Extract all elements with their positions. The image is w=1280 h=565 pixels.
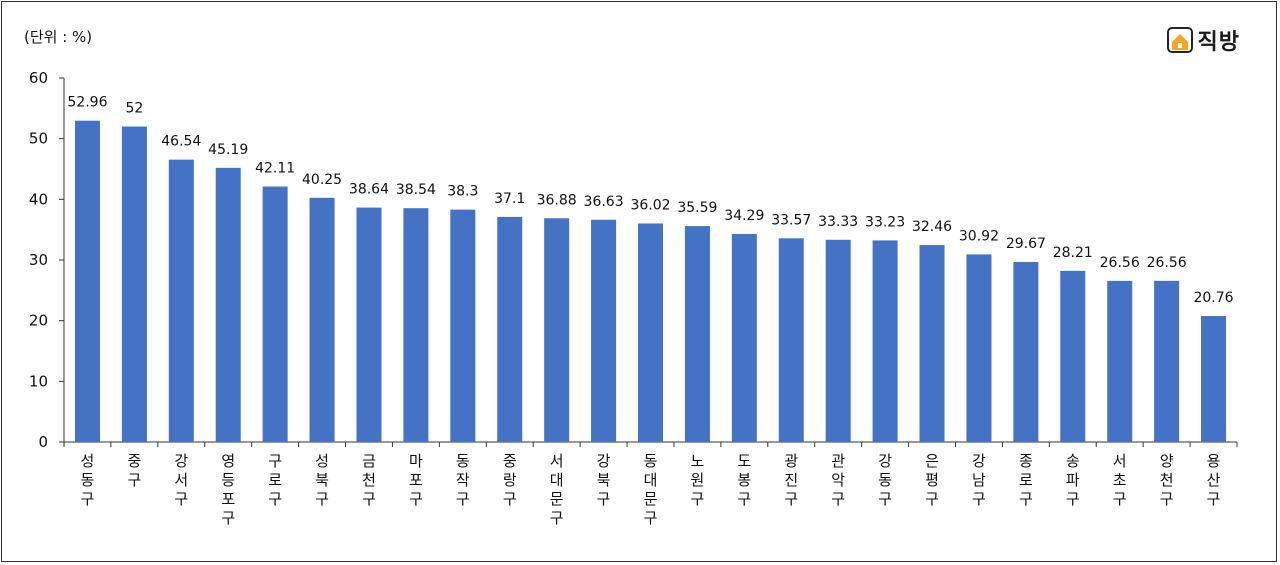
y-tick-label: 30 bbox=[29, 251, 48, 269]
data-label: 20.76 bbox=[1193, 290, 1233, 306]
bar bbox=[591, 219, 617, 442]
data-label: 45.19 bbox=[208, 142, 248, 158]
data-label: 28.21 bbox=[1053, 245, 1093, 261]
bar bbox=[966, 254, 992, 442]
data-label: 35.59 bbox=[677, 200, 717, 216]
bar bbox=[74, 120, 100, 442]
unit-label: (단위 : %) bbox=[24, 28, 93, 46]
bar bbox=[825, 239, 851, 442]
bar bbox=[1154, 280, 1180, 442]
bar bbox=[778, 238, 804, 442]
data-label: 33.23 bbox=[865, 214, 905, 230]
data-label: 38.3 bbox=[447, 184, 478, 200]
data-label: 42.11 bbox=[255, 161, 295, 177]
bar bbox=[121, 126, 147, 443]
data-label: 46.54 bbox=[161, 134, 201, 150]
data-label: 36.88 bbox=[537, 192, 577, 208]
data-label: 26.56 bbox=[1100, 255, 1140, 271]
data-label: 34.29 bbox=[724, 208, 764, 224]
bar bbox=[215, 167, 241, 442]
house-logo-icon bbox=[1166, 27, 1193, 53]
bar bbox=[919, 245, 945, 442]
y-tick-label: 20 bbox=[29, 312, 48, 330]
bar bbox=[638, 223, 663, 442]
bar bbox=[544, 218, 570, 442]
bar bbox=[309, 197, 335, 442]
y-tick-label: 60 bbox=[29, 69, 48, 87]
bar bbox=[1107, 280, 1133, 442]
data-label: 36.63 bbox=[584, 194, 624, 210]
data-label: 36.02 bbox=[630, 197, 670, 213]
y-tick-label: 40 bbox=[29, 190, 48, 208]
data-label: 52.96 bbox=[67, 95, 107, 111]
y-tick-label: 0 bbox=[38, 433, 48, 451]
bar bbox=[1013, 262, 1039, 442]
data-label: 37.1 bbox=[494, 191, 525, 207]
data-label: 30.92 bbox=[959, 228, 999, 244]
bar bbox=[450, 209, 476, 442]
bar bbox=[872, 240, 898, 442]
bar bbox=[1201, 316, 1227, 442]
data-label: 29.67 bbox=[1006, 236, 1046, 252]
data-label: 32.46 bbox=[912, 219, 952, 235]
y-tick-label: 10 bbox=[29, 372, 48, 390]
data-label: 40.25 bbox=[302, 172, 342, 188]
bar bbox=[684, 226, 710, 442]
brand-name: 직방 bbox=[1197, 30, 1240, 55]
y-tick-label: 50 bbox=[29, 130, 48, 148]
bar bbox=[1060, 270, 1086, 442]
bar bbox=[356, 207, 382, 442]
bar bbox=[168, 159, 194, 442]
data-label: 38.64 bbox=[349, 182, 389, 198]
data-label: 38.54 bbox=[396, 182, 436, 198]
brand-logo: 직방 bbox=[1166, 24, 1240, 56]
data-label: 52 bbox=[125, 101, 143, 117]
bar bbox=[262, 186, 288, 442]
bar bbox=[731, 233, 757, 442]
bar bbox=[497, 216, 523, 442]
data-label: 26.56 bbox=[1147, 255, 1187, 271]
bar bbox=[403, 208, 429, 442]
data-label: 33.33 bbox=[818, 214, 858, 230]
data-label: 33.57 bbox=[771, 212, 811, 228]
